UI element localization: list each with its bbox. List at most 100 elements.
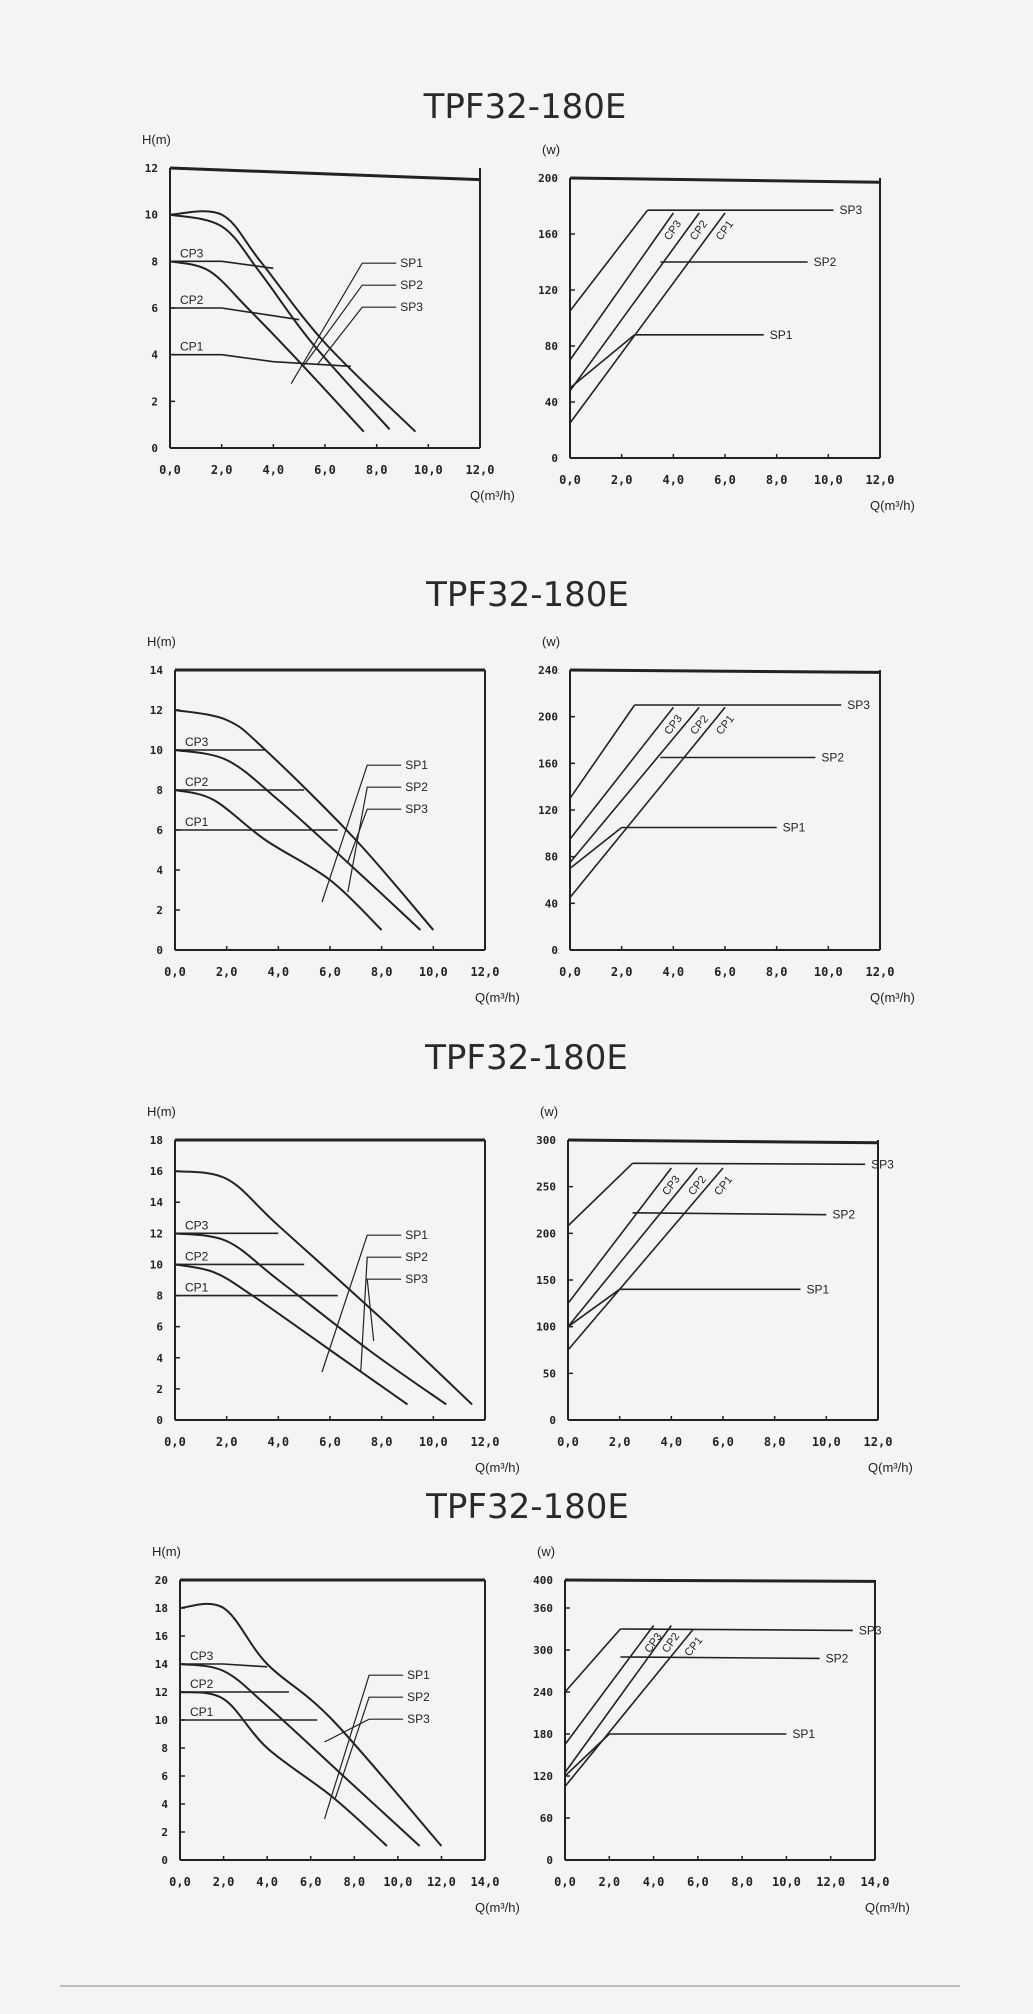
head-series-cp1-label: CP1 (190, 1705, 214, 1719)
head-chart-2-y-tick-label: 4 (156, 864, 163, 877)
head-series-cp3-label: CP3 (190, 1649, 214, 1663)
head-chart-1-x-tick-label: 0,0 (159, 463, 181, 477)
head-chart-4-y-axis-label: H(m) (152, 1544, 181, 1559)
head-chart-1-y-tick-label: 2 (151, 395, 158, 408)
power-series-cp1 (569, 706, 726, 899)
power-chart-3-x-axis-label: Q(m³/h) (868, 1460, 913, 1475)
head-chart-4-y-tick-label: 4 (161, 1798, 168, 1811)
head-chart-3-y-tick-label: 2 (156, 1383, 163, 1396)
head-sp1-leader (323, 1674, 404, 1820)
head-sp3-leader (347, 808, 402, 863)
power-series-sp2-label: SP2 (832, 1208, 855, 1222)
power-chart-3-y-tick-label: 0 (549, 1414, 556, 1427)
head-chart-1-y-tick-label: 6 (151, 302, 158, 315)
head-sp3-label: SP3 (400, 300, 423, 314)
head-series-sp3 (174, 709, 435, 931)
power-aux-line (569, 704, 636, 799)
head-sp3-leader (316, 306, 397, 366)
head-chart-3-x-tick-label: 0,0 (164, 1435, 186, 1449)
power-chart-1-y-tick-label: 0 (551, 452, 558, 465)
power-aux-line (569, 209, 649, 312)
head-chart-3-x-tick-label: 10,0 (419, 1435, 448, 1449)
power-series-sp2-label: SP2 (814, 255, 837, 269)
head-chart-2-x-tick-label: 8,0 (371, 965, 393, 979)
power-chart-3-y-tick-label: 100 (536, 1321, 556, 1334)
power-chart-3-y-axis-label: (w) (540, 1104, 558, 1119)
power-chart-1-y-axis-label: (w) (542, 142, 560, 157)
head-chart-4-y-tick-label: 2 (161, 1826, 168, 1839)
power-series-cp3 (567, 1167, 672, 1304)
power-chart-4-y-tick-label: 180 (533, 1728, 553, 1741)
head-chart-2-y-tick-label: 12 (150, 704, 163, 717)
power-series-cp1 (569, 212, 726, 424)
head-sp2-leader (360, 1256, 402, 1373)
head-series-sp3 (174, 1170, 473, 1406)
power-frame-top (567, 1138, 879, 1145)
head-chart-4-y-tick-label: 10 (155, 1714, 168, 1727)
head-chart-2-x-tick-label: 4,0 (267, 965, 289, 979)
power-chart-3-x-tick-label: 4,0 (660, 1435, 682, 1449)
head-chart-2-x-axis-label: Q(m³/h) (475, 990, 520, 1005)
head-sp3-label: SP3 (405, 802, 428, 816)
head-series-cp2-label: CP2 (185, 775, 209, 789)
power-chart-2-x-tick-label: 2,0 (611, 965, 633, 979)
head-series-sp1 (174, 1263, 409, 1406)
head-sp3-label: SP3 (405, 1272, 428, 1286)
power-series-sp1-label: SP1 (770, 328, 793, 342)
power-chart-3-y-tick-label: 150 (536, 1274, 556, 1287)
head-chart-3-y-tick-label: 14 (150, 1196, 164, 1209)
head-series-cp2-label: CP2 (190, 1677, 214, 1691)
power-chart-1-x-tick-label: 6,0 (714, 473, 736, 487)
head-chart-3-x-tick-label: 8,0 (371, 1435, 393, 1449)
power-chart-3-x-tick-label: 2,0 (609, 1435, 631, 1449)
head-chart-2-y-tick-label: 0 (156, 944, 163, 957)
power-series-sp3-label: SP3 (871, 1157, 894, 1171)
power-chart-1-y-tick-label: 80 (545, 340, 558, 353)
head-chart-4-y-tick-label: 8 (161, 1742, 168, 1755)
power-series-cp2-label: CP2 (688, 218, 710, 242)
head-sp3-label: SP3 (407, 1712, 430, 1726)
head-series-sp1 (179, 1691, 388, 1847)
head-sp1-label: SP1 (400, 256, 423, 270)
head-sp1-label: SP1 (405, 1228, 428, 1242)
power-chart-4-x-tick-label: 10,0 (772, 1875, 801, 1889)
head-chart-3-x-tick-label: 2,0 (216, 1435, 238, 1449)
head-chart-1-y-tick-label: 10 (145, 209, 158, 222)
head-chart-3-y-tick-label: 18 (150, 1134, 163, 1147)
power-series-cp3 (564, 1625, 655, 1745)
power-chart-1-y-tick-label: 40 (545, 396, 558, 409)
power-series-sp3 (632, 1162, 866, 1166)
power-series-sp3-label: SP3 (859, 1623, 882, 1637)
head-chart-2-x-tick-label: 0,0 (164, 965, 186, 979)
power-frame-top (564, 1578, 876, 1583)
power-chart-3-x-tick-label: 0,0 (557, 1435, 579, 1449)
power-series-cp2 (567, 1167, 698, 1328)
power-aux-line (569, 334, 636, 389)
power-chart-3-y-tick-label: 50 (543, 1367, 556, 1380)
power-series-sp1-label: SP1 (807, 1282, 830, 1296)
head-series-cp1-label: CP1 (180, 340, 204, 354)
power-chart-1-y-tick-label: 200 (538, 172, 558, 185)
head-chart-4-x-tick-label: 0,0 (169, 1875, 191, 1889)
head-chart-1-x-tick-label: 4,0 (262, 463, 284, 477)
head-chart-4-y-tick-label: 14 (155, 1658, 169, 1671)
head-series-cp2-label: CP2 (180, 293, 204, 307)
power-series-sp3-label: SP3 (847, 698, 870, 712)
bottom-divider (60, 1985, 960, 1987)
power-chart-1-x-tick-label: 12,0 (866, 473, 895, 487)
head-chart-2-y-tick-label: 8 (156, 784, 163, 797)
power-chart-4-y-tick-label: 400 (533, 1574, 553, 1587)
head-chart-4-y-tick-label: 20 (155, 1574, 168, 1587)
power-chart-3-x-tick-label: 12,0 (864, 1435, 893, 1449)
power-chart-2-y-tick-label: 40 (545, 897, 558, 910)
head-chart-4-x-tick-label: 12,0 (427, 1875, 456, 1889)
head-series-cp1-label: CP1 (185, 815, 209, 829)
power-series-sp2-label: SP2 (826, 1651, 849, 1665)
power-series-sp2 (620, 1656, 820, 1660)
power-aux-line (567, 1288, 621, 1328)
head-series-cp2 (170, 307, 300, 321)
power-chart-1-x-tick-label: 2,0 (611, 473, 633, 487)
power-series-cp2 (569, 706, 700, 864)
head-series-cp1 (170, 353, 351, 368)
